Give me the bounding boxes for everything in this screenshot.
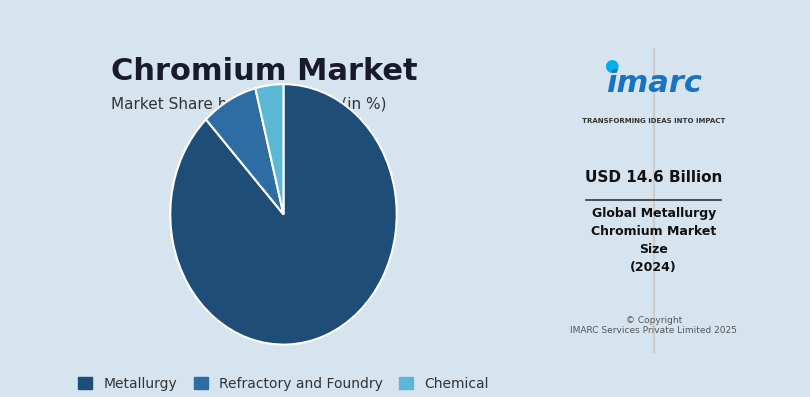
Text: © Copyright
IMARC Services Private Limited 2025: © Copyright IMARC Services Private Limit… [570,316,737,335]
Wedge shape [206,88,284,214]
Text: Global Metallurgy
Chromium Market
Size
(2024): Global Metallurgy Chromium Market Size (… [591,206,716,274]
Text: Market Share by Grade, 2024 (in %): Market Share by Grade, 2024 (in %) [111,96,386,112]
Text: TRANSFORMING IDEAS INTO IMPACT: TRANSFORMING IDEAS INTO IMPACT [582,118,726,124]
Text: ●: ● [604,57,619,75]
Text: imarc: imarc [606,69,701,98]
Wedge shape [170,84,397,345]
Text: Chromium Market: Chromium Market [111,57,417,86]
Text: USD 14.6 Billion: USD 14.6 Billion [585,170,723,185]
Legend: Metallurgy, Refractory and Foundry, Chemical: Metallurgy, Refractory and Foundry, Chem… [73,371,494,396]
Wedge shape [255,84,284,214]
